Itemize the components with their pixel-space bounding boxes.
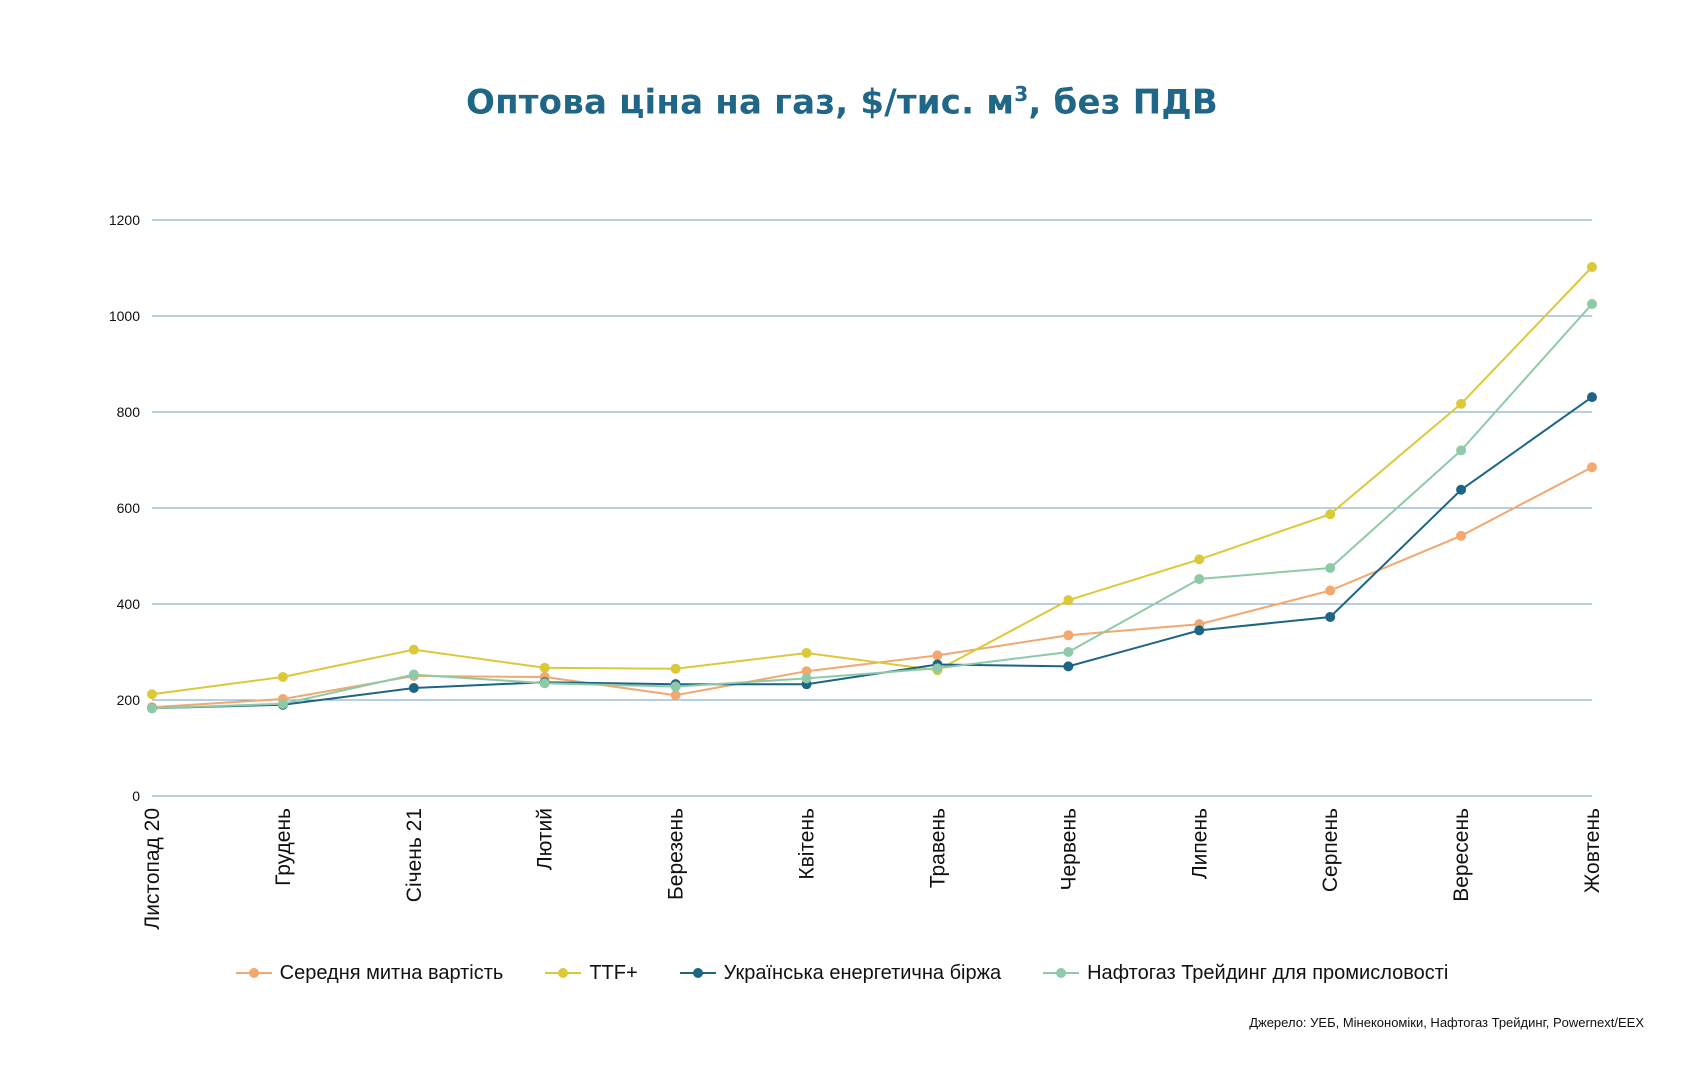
data-point	[1063, 661, 1074, 672]
x-tick-label: Листопад 20	[141, 808, 164, 930]
y-tick-label: 800	[117, 404, 141, 420]
x-tick-label: Липень	[1188, 808, 1211, 879]
data-point	[1456, 398, 1467, 409]
legend-swatch	[679, 967, 716, 979]
legend-label: Нафтогаз Трейдинг для промисловості	[1087, 961, 1449, 984]
data-point	[1194, 625, 1205, 636]
legend-swatch	[545, 967, 582, 979]
data-point	[670, 681, 681, 692]
legend-item: TTF+	[545, 961, 638, 985]
legend-label: Українська енергетична біржа	[723, 961, 1002, 984]
data-point	[408, 683, 419, 693]
data-point	[147, 703, 157, 714]
legend-item: Українська енергетична біржа	[679, 961, 1002, 985]
data-point	[801, 673, 812, 684]
x-tick-label: Січень 21	[403, 808, 426, 902]
series-line-0	[151, 466, 1593, 709]
y-axis-ticks: 0 200 400 600 800 1000 1200	[109, 212, 140, 804]
data-point	[539, 662, 550, 673]
legend-swatch	[1043, 967, 1080, 979]
data-point	[670, 663, 681, 674]
data-point	[1325, 563, 1336, 573]
legend-item: Середня митна вартість	[235, 961, 504, 985]
x-tick-label: Березень	[665, 808, 688, 900]
x-tick-label: Червень	[1057, 808, 1080, 891]
data-point	[1587, 462, 1597, 473]
series-line-3	[151, 303, 1593, 710]
y-tick-label: 200	[117, 692, 141, 708]
y-tick-label: 1200	[109, 212, 140, 228]
x-tick-label: Лютий	[534, 808, 557, 870]
data-point	[1456, 530, 1467, 541]
data-point	[1587, 392, 1597, 403]
data-point	[801, 647, 812, 658]
x-tick-label: Травень	[926, 808, 949, 888]
gridlines	[152, 219, 1592, 797]
series-points	[147, 262, 1597, 714]
data-point	[670, 690, 681, 701]
y-tick-label: 400	[117, 596, 141, 612]
data-point	[1063, 595, 1074, 606]
data-point	[932, 663, 943, 674]
data-point	[1325, 509, 1336, 520]
data-point	[277, 698, 288, 709]
x-tick-label: Вересень	[1450, 808, 1473, 902]
data-point	[1587, 262, 1597, 273]
legend-label: Середня митна вартість	[279, 961, 504, 984]
data-point	[1456, 445, 1467, 456]
y-tick-label: 1000	[109, 308, 140, 324]
x-tick-label: Грудень	[272, 808, 295, 886]
legend-swatch	[235, 967, 272, 979]
data-point	[1063, 630, 1074, 641]
legend: Середня митна вартість TTF+ Українська ене…	[0, 958, 1684, 988]
y-tick-label: 600	[117, 500, 141, 516]
data-point	[539, 678, 550, 689]
data-point	[1194, 574, 1205, 585]
data-point	[408, 644, 419, 655]
series-line-1	[151, 266, 1593, 696]
data-point	[1587, 299, 1597, 309]
chart-title: Оптова ціна на газ, $/тис. м3, без ПДВ	[465, 82, 1218, 123]
data-point	[408, 669, 419, 680]
data-point	[1325, 585, 1336, 596]
data-point	[1063, 647, 1074, 657]
data-point	[1194, 554, 1205, 565]
data-point	[801, 666, 812, 677]
x-tick-label: Жовтень	[1581, 808, 1604, 893]
source-note: Джерело: УЕБ, Мінекономіки, Нафтогаз Тре…	[1249, 1015, 1644, 1030]
legend-item: Нафтогаз Трейдинг для промисловості	[1043, 962, 1448, 985]
legend-label: TTF+	[589, 961, 638, 984]
data-point	[932, 650, 943, 661]
series-lines	[151, 266, 1593, 710]
data-point	[147, 689, 157, 700]
x-axis-ticks: Листопад 20 Грудень Січень 21 Лютий Березень…	[141, 808, 1604, 930]
data-point	[277, 671, 288, 682]
x-tick-label: Квітень	[796, 808, 819, 880]
data-point	[1325, 611, 1336, 622]
x-tick-label: Серпень	[1319, 808, 1342, 892]
y-tick-label: 0	[132, 788, 140, 804]
data-point	[1456, 484, 1467, 495]
